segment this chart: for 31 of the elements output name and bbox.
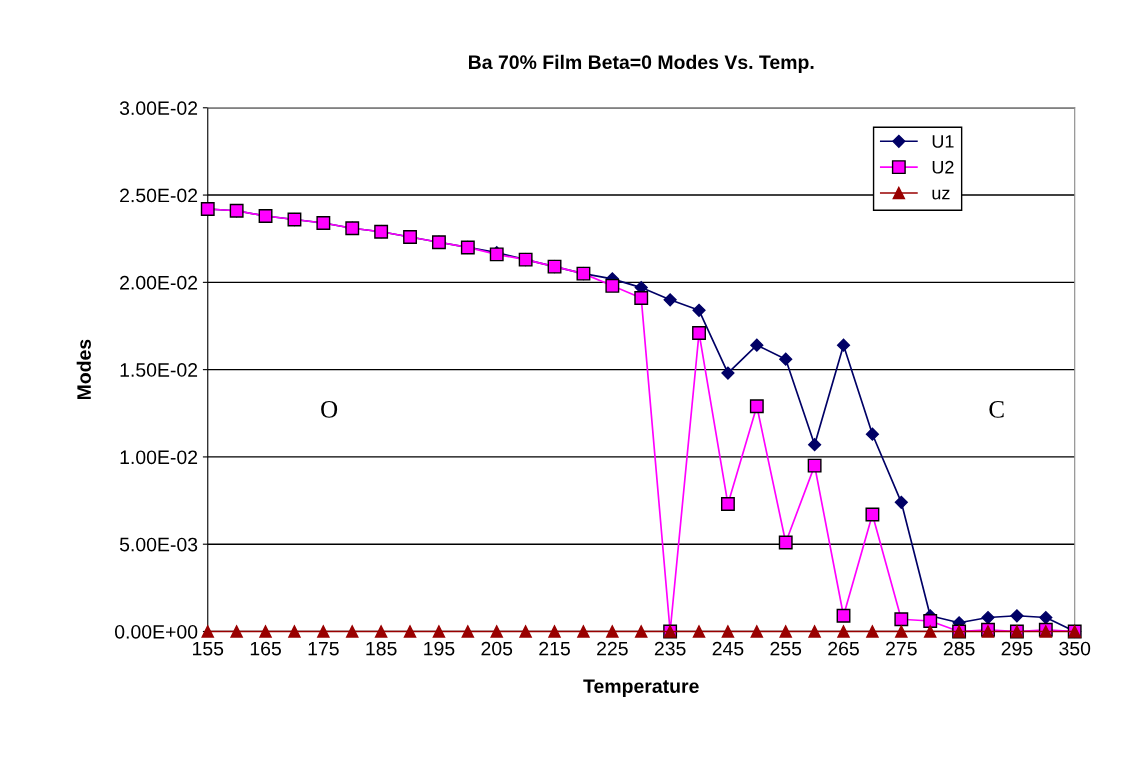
x-tick-label: 155 [193,641,224,656]
annotation: O [321,400,338,418]
x-tick-label: 265 [828,641,859,656]
annotation: C [989,400,1004,418]
x-tick-label: 205 [481,641,513,656]
x-tick-label: 195 [424,641,455,656]
x-tick-label: 175 [308,641,339,656]
y-tick-label: 0.00E+00 [115,624,198,639]
x-tick-label: 245 [712,641,744,656]
x-tick-label: 295 [1001,641,1033,656]
x-tick-label: 235 [654,641,686,656]
y-axis-title: Modes [76,339,91,400]
x-axis-title: Temperature [583,679,699,697]
x-tick-label: 350 [1059,641,1091,656]
x-tick-label: 285 [943,641,975,656]
y-tick-label: 5.00E-03 [119,537,198,552]
y-tick-label: 2.00E-02 [120,275,198,290]
x-tick-label: 275 [886,641,917,656]
x-tick-label: 165 [250,641,281,656]
legend-label: U1 [932,135,954,148]
y-tick-label: 3.00E-02 [119,101,198,116]
legend-label: U2 [932,160,954,174]
y-tick-label: 1.50E-02 [120,363,198,377]
chart-title: Ba 70% Film Beta=0 Modes Vs. Temp. [469,54,814,73]
x-tick-label: 225 [597,641,628,656]
y-tick-label: 2.50E-02 [120,188,198,203]
x-tick-label: 185 [366,641,397,656]
legend-label: uz [932,189,950,200]
x-tick-label: 215 [539,641,570,656]
y-tick-label: 1.00E-02 [120,450,198,465]
x-tick-label: 255 [770,641,802,656]
